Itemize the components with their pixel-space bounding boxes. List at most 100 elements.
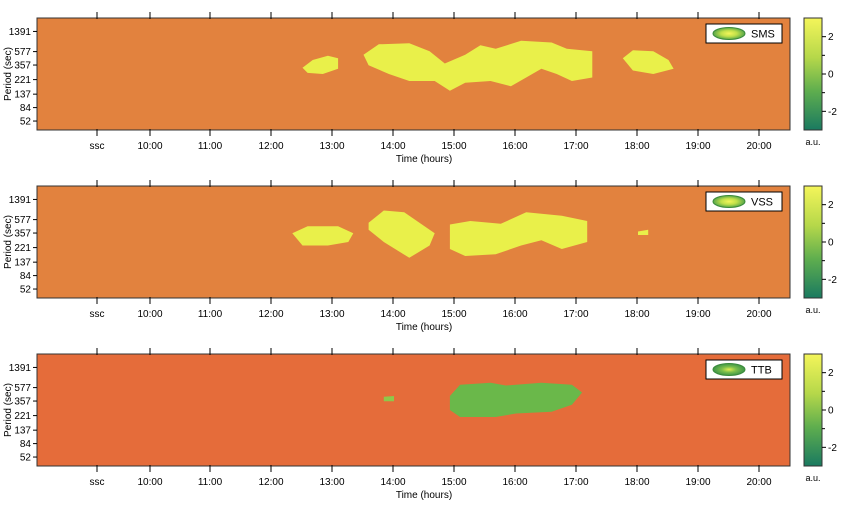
colorbar-unit: a.u.: [805, 305, 820, 315]
y-tick-label: 84: [20, 439, 32, 450]
legend: SMS: [705, 23, 783, 44]
x-axis-label: Time (hours): [396, 322, 452, 333]
plot-background: [37, 354, 790, 466]
power-region-1: [292, 226, 354, 246]
y-tick-label: 52: [20, 117, 32, 128]
colorbar-tick-label: -2: [828, 275, 837, 286]
y-tick-label: 137: [14, 90, 31, 101]
x-tick-label: 17:00: [563, 309, 588, 320]
x-tick-label: 20:00: [746, 141, 771, 152]
x-tick-label: 10:00: [137, 141, 162, 152]
y-tick-label: 1391: [9, 27, 32, 38]
x-tick-label: 13:00: [319, 141, 344, 152]
power-region-2: [363, 40, 593, 91]
x-axis-label: Time (hours): [396, 154, 452, 165]
colorbar-tick-label: 0: [828, 238, 834, 249]
x-tick-label: 18:00: [624, 309, 649, 320]
colorbar-tick-label: 2: [828, 32, 834, 43]
x-tick-label: 12:00: [258, 477, 283, 488]
power-region-3: [449, 212, 588, 256]
y-tick-label: 577: [14, 47, 31, 58]
plot-frame: [36, 17, 791, 131]
legend: VSS: [705, 191, 783, 212]
x-tick-label: 13:00: [319, 309, 344, 320]
legend: TTB: [705, 359, 783, 380]
x-tick-label: ssc: [90, 309, 105, 320]
x-tick-label: 17:00: [563, 141, 588, 152]
plot-frame: [36, 353, 791, 467]
x-tick-label: 11:00: [198, 477, 223, 488]
x-tick-label: 17:00: [563, 477, 588, 488]
x-tick-label: ssc: [90, 141, 105, 152]
y-axis-label: Period (sec): [3, 383, 14, 437]
y-tick-label: 357: [14, 61, 31, 72]
legend-label: SMS: [751, 29, 775, 41]
x-tick-label: 14:00: [380, 141, 405, 152]
colorbar-tick-label: 0: [828, 70, 834, 81]
x-tick-label: 11:00: [198, 141, 223, 152]
x-tick-label: 11:00: [198, 309, 223, 320]
y-tick-label: 137: [14, 258, 31, 269]
y-tick-label: 221: [14, 411, 31, 422]
colorbar-tick-label: -2: [828, 443, 837, 454]
y-axis-label: Period (sec): [3, 215, 14, 269]
colorbar-scale: [803, 17, 823, 131]
colorbar-tick-label: 2: [828, 200, 834, 211]
colorbar-tick-label: -2: [828, 107, 837, 118]
x-tick-label: 16:00: [502, 141, 527, 152]
colorbar: 2 0 -2 a.u.: [803, 17, 837, 147]
x-tick-label: 10:00: [137, 477, 162, 488]
chart-panel-2: ssc 10:00 11:00 12:00 13:00 14:00 15:00 16:00 17…: [3, 180, 837, 333]
x-tick-label: 16:00: [502, 477, 527, 488]
power-region-1: [302, 55, 339, 74]
y-tick-label: 84: [20, 271, 32, 282]
power-region-4: [638, 229, 649, 235]
x-tick-label: 15:00: [441, 309, 466, 320]
x-tick-label: 20:00: [746, 477, 771, 488]
chart-panel-3: ssc 10:00 11:00 12:00 13:00 14:00 15:00 16:00 17…: [3, 348, 837, 501]
power-region-2: [449, 382, 583, 417]
colorbar-unit: a.u.: [805, 473, 820, 483]
x-tick-label: 14:00: [380, 309, 405, 320]
x-tick-label: 12:00: [258, 141, 283, 152]
y-axis-label: Period (sec): [3, 47, 14, 101]
y-tick-label: 577: [14, 215, 31, 226]
x-tick-label: 15:00: [441, 141, 466, 152]
colorbar: 2 0 -2 a.u.: [803, 185, 837, 315]
y-tick-label: 1391: [9, 195, 32, 206]
power-region-3: [622, 50, 674, 74]
power-region-1: [383, 396, 394, 402]
y-tick-label: 577: [14, 383, 31, 394]
legend-swatch: [712, 195, 746, 208]
x-tick-label: 19:00: [685, 477, 710, 488]
x-tick-label: 19:00: [685, 141, 710, 152]
colorbar-tick-label: 2: [828, 368, 834, 379]
y-tick-label: 1391: [9, 363, 32, 374]
y-tick-label: 357: [14, 397, 31, 408]
y-tick-label: 357: [14, 229, 31, 240]
y-tick-label: 137: [14, 426, 31, 437]
x-axis-label: Time (hours): [396, 490, 452, 501]
power-region-2: [368, 210, 435, 258]
chart-panel-1: ssc 10:00 11:00 12:00 13:00 14:00 15:00 16:00 17…: [3, 12, 837, 165]
colorbar-tick-label: 0: [828, 406, 834, 417]
legend-label: TTB: [751, 365, 772, 377]
x-tick-label: 12:00: [258, 309, 283, 320]
legend-swatch: [712, 27, 746, 40]
colorbar-unit: a.u.: [805, 137, 820, 147]
x-tick-label: 20:00: [746, 309, 771, 320]
y-tick-label: 84: [20, 103, 32, 114]
x-tick-label: 14:00: [380, 477, 405, 488]
colorbar: 2 0 -2 a.u.: [803, 353, 837, 483]
legend-label: VSS: [751, 197, 773, 209]
x-tick-label: 10:00: [137, 309, 162, 320]
x-tick-label: 16:00: [502, 309, 527, 320]
x-tick-label: 18:00: [624, 141, 649, 152]
legend-swatch: [712, 363, 746, 376]
x-tick-label: 15:00: [441, 477, 466, 488]
x-tick-label: 19:00: [685, 309, 710, 320]
x-tick-label: 18:00: [624, 477, 649, 488]
x-tick-label: ssc: [90, 477, 105, 488]
y-tick-label: 52: [20, 285, 32, 296]
